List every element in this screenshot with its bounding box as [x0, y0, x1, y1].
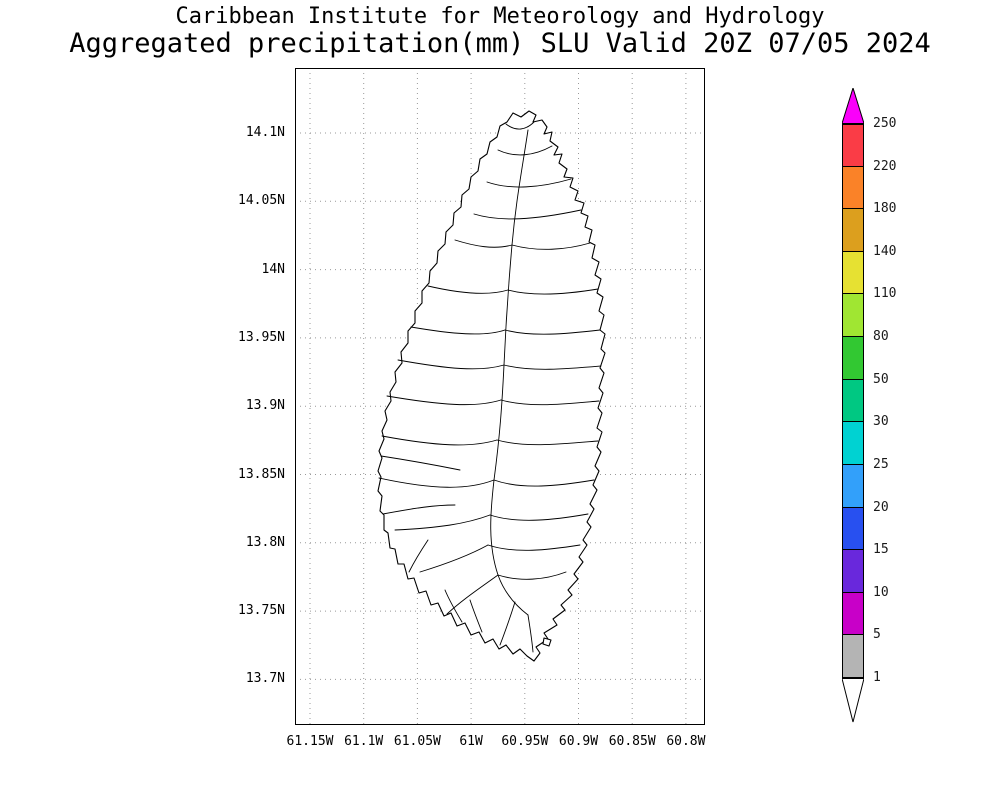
- island-coastline: [377, 110, 606, 662]
- lon-tick-label: 61.1W: [344, 734, 384, 749]
- colorbar-tick-label: 15: [873, 542, 889, 558]
- saint-lucia-island: [377, 110, 606, 662]
- colorbar-segment: [842, 165, 864, 210]
- colorbar-segment: [842, 591, 864, 636]
- colorbar-segment: [842, 208, 864, 252]
- east-watershed-boundaries: [487, 242, 602, 580]
- north-watershed-boundaries: [473, 121, 582, 220]
- colorbar-tick-label: 20: [873, 499, 889, 515]
- lon-tick-label: 61.15W: [286, 734, 334, 749]
- colorbar-tick-label: 80: [873, 329, 889, 345]
- colorbar-tick-label: 25: [873, 456, 889, 472]
- lat-tick-label: 13.7N: [245, 671, 285, 687]
- precipitation-map: [295, 68, 705, 725]
- lat-tick-label: 13.9N: [245, 398, 285, 414]
- title-block: Caribbean Institute for Meteorology and …: [0, 4, 1000, 58]
- colorbar-segment: [842, 250, 864, 295]
- colorbar-tick-label: 180: [873, 201, 897, 217]
- colorbar-tick-label: 50: [873, 371, 889, 387]
- colorbar-segment: [842, 463, 864, 508]
- lon-tick-label: 60.9W: [558, 734, 599, 749]
- lon-tick-label: 61W: [459, 734, 483, 749]
- colorbar-tick-label: 10: [873, 584, 889, 600]
- lat-tick-label: 13.75N: [238, 603, 285, 619]
- offshore-islet: [542, 637, 552, 647]
- title-product: Aggregated precipitation(mm) SLU Valid 2…: [69, 28, 931, 59]
- colorbar-segment: [842, 378, 864, 423]
- colorbar: 250 220 180 140 110 80 50 30 25 20 15 10 5 1: [842, 88, 922, 768]
- colorbar-segment: [842, 421, 864, 465]
- colorbar-tick-label: 1: [873, 669, 881, 685]
- south-river-lines: [444, 574, 534, 653]
- lat-tick-label: 14.05N: [238, 193, 285, 209]
- colorbar-tick-label: 250: [873, 116, 897, 131]
- lat-tick-label: 13.95N: [238, 329, 285, 345]
- lat-tick-label: 14.1N: [245, 125, 285, 140]
- lat-tick-label: 13.8N: [245, 534, 285, 550]
- colorbar-tick-label: 220: [873, 158, 897, 174]
- lon-tick-label: 61.05W: [393, 734, 441, 749]
- colorbar-tick-label: 5: [873, 627, 881, 643]
- colorbar-segment: [842, 124, 864, 167]
- colorbar-bottom-arrow: [842, 678, 864, 723]
- title-institute: Caribbean Institute for Meteorology and …: [175, 4, 825, 29]
- lat-tick-label: 13.85N: [238, 466, 285, 482]
- lon-tick-label: 60.95W: [501, 734, 549, 749]
- west-watershed-boundaries: [378, 239, 513, 573]
- colorbar-segment: [842, 549, 864, 593]
- colorbar-segment: [842, 634, 864, 678]
- colorbar-tick-label: 30: [873, 414, 889, 430]
- colorbar-segment: [842, 336, 864, 380]
- lat-tick-label: 14N: [261, 261, 285, 277]
- colorbar-tick-label: 110: [873, 286, 897, 302]
- lon-tick-label: 60.8W: [666, 734, 706, 749]
- colorbar-tick-label: 140: [873, 243, 897, 259]
- colorbar-segment: [842, 293, 864, 338]
- colorbar-top-arrow: [842, 88, 864, 124]
- lon-tick-label: 60.85W: [608, 734, 656, 749]
- plot-frame: [295, 68, 705, 725]
- colorbar-segment: [842, 506, 864, 551]
